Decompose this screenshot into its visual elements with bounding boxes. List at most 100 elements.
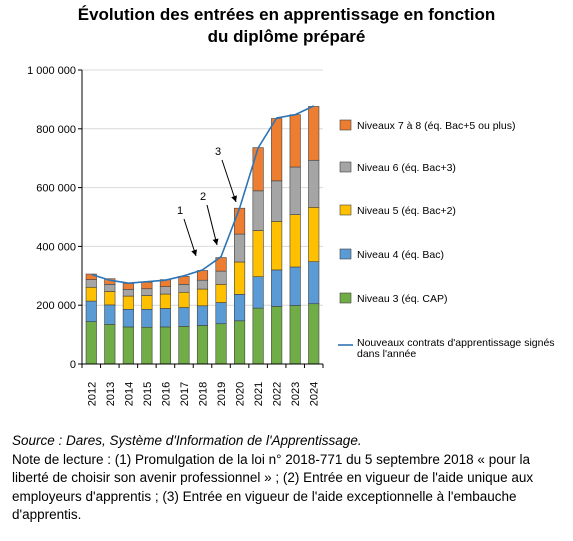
annotation-arrow [221, 159, 237, 203]
bar-segment [215, 270, 227, 285]
bar-segment [289, 114, 301, 168]
y-tick-label: 800 000 [36, 124, 76, 136]
chart-title: Évolution des entrées en apprentissage e… [0, 4, 573, 48]
y-tick-label: 200 000 [36, 300, 76, 312]
bar-segment [271, 269, 283, 307]
chart-title-line1: Évolution des entrées en apprentissage e… [77, 5, 496, 24]
bar-segment [104, 291, 116, 306]
y-tick-label: 1 000 000 [27, 65, 76, 77]
chart-annotations: 1 2 3 [177, 146, 237, 257]
chart: 0 200 000 400 000 600 000 800 000 1 000 000 20… [27, 65, 555, 406]
bar-segment [122, 283, 134, 290]
bar-segment [234, 233, 246, 263]
legend-label: Niveaux 7 à 8 (éq. Bac+5 ou plus) [357, 120, 515, 132]
bar-segment [196, 279, 209, 290]
x-tick-label: 2012 [86, 382, 98, 406]
bar-segment [141, 326, 153, 365]
bar-segment [178, 284, 190, 293]
bar-segment [85, 286, 97, 302]
chart-title-line2: du diplôme préparé [207, 27, 366, 46]
x-tick-label: 2014 [123, 382, 135, 406]
x-tick-label: 2016 [160, 382, 172, 406]
bar-segment [234, 207, 246, 235]
bar-segment [85, 279, 97, 288]
contracts-line [91, 105, 315, 284]
legend-swatch [339, 292, 352, 304]
x-tick-label: 2017 [179, 382, 191, 406]
y-tick-label: 600 000 [36, 183, 76, 195]
annotation-label: 2 [200, 191, 206, 203]
x-tick-label: 2018 [198, 382, 210, 406]
bar-segment [122, 309, 134, 328]
bar-segment [104, 284, 116, 292]
bar-segment [308, 206, 320, 262]
legend-label: dans l'année [357, 348, 416, 360]
bar-segment [271, 118, 283, 182]
bar-segment [159, 326, 171, 365]
bar-segment [289, 166, 301, 215]
bar-segment [308, 159, 320, 208]
bar-segment [234, 261, 246, 295]
x-tick-label: 2020 [235, 382, 247, 406]
bar-segment [85, 300, 97, 322]
annotation-arrow [183, 218, 197, 257]
bar-segment [178, 276, 190, 285]
legend-swatch [339, 161, 352, 173]
annotation-arrow [206, 204, 218, 246]
bar-segment [252, 276, 264, 309]
annotation-arrowhead [231, 195, 237, 202]
chart-axes: 0 200 000 400 000 600 000 800 000 1 000 000 20… [27, 65, 324, 406]
bar-segment [271, 221, 283, 271]
bar-segment [308, 106, 320, 161]
legend-label: Niveau 3 (éq. CAP) [357, 293, 447, 305]
bar-segment [215, 284, 227, 303]
bar-segment [234, 294, 246, 322]
bar-segment [271, 306, 283, 365]
bar-segment [196, 270, 209, 281]
bar-segment [215, 323, 227, 365]
bar-segment [178, 307, 190, 327]
legend-label: Nouveaux contrats d'apprentissage signés [357, 337, 555, 349]
bar-segment [178, 326, 190, 365]
chart-bars [85, 106, 320, 365]
annotation-arrowhead [212, 238, 219, 245]
x-tick-label: 2022 [272, 382, 284, 406]
annotation-label: 1 [177, 205, 183, 217]
legend-label: Niveau 5 (éq. Bac+2) [357, 205, 456, 217]
bar-segment [289, 214, 301, 268]
legend-label: Niveau 6 (éq. Bac+3) [357, 162, 456, 174]
source-note: Source : Dares, Système d'Information de… [12, 433, 362, 448]
bar-segment [85, 321, 97, 365]
bar-segment [159, 286, 171, 295]
bar-segment [234, 320, 246, 365]
legend-label: Niveau 4 (éq. Bac) [357, 249, 444, 261]
bar-segment [122, 295, 134, 310]
bar-segment [215, 302, 227, 325]
reading-note: Note de lecture : (1) Promulgation de la… [12, 451, 534, 523]
bar-segment [159, 308, 171, 328]
y-tick-label: 0 [70, 359, 76, 371]
bar-segment [196, 305, 209, 326]
bar-segment [104, 304, 116, 325]
x-tick-label: 2023 [290, 382, 302, 406]
x-tick-label: 2015 [142, 382, 154, 406]
bar-segment [271, 180, 283, 222]
annotation-arrowhead [191, 249, 198, 256]
legend-swatch [339, 204, 352, 216]
bar-segment [141, 295, 153, 310]
x-tick-label: 2021 [253, 382, 265, 406]
bar-segment [252, 307, 264, 365]
y-tick-label: 400 000 [36, 241, 76, 253]
bar-segment [122, 289, 134, 297]
annotation-label: 3 [215, 146, 221, 158]
bar-segment [178, 291, 190, 308]
bar-segment [104, 324, 116, 365]
bar-segment [122, 326, 134, 365]
x-tick-label: 2013 [105, 382, 117, 406]
bar-segment [308, 261, 320, 305]
chart-gridlines [82, 69, 323, 306]
x-tick-label: 2019 [216, 382, 228, 406]
bar-segment [196, 325, 209, 365]
bar-segment [196, 288, 209, 307]
bar-segment [159, 293, 171, 309]
